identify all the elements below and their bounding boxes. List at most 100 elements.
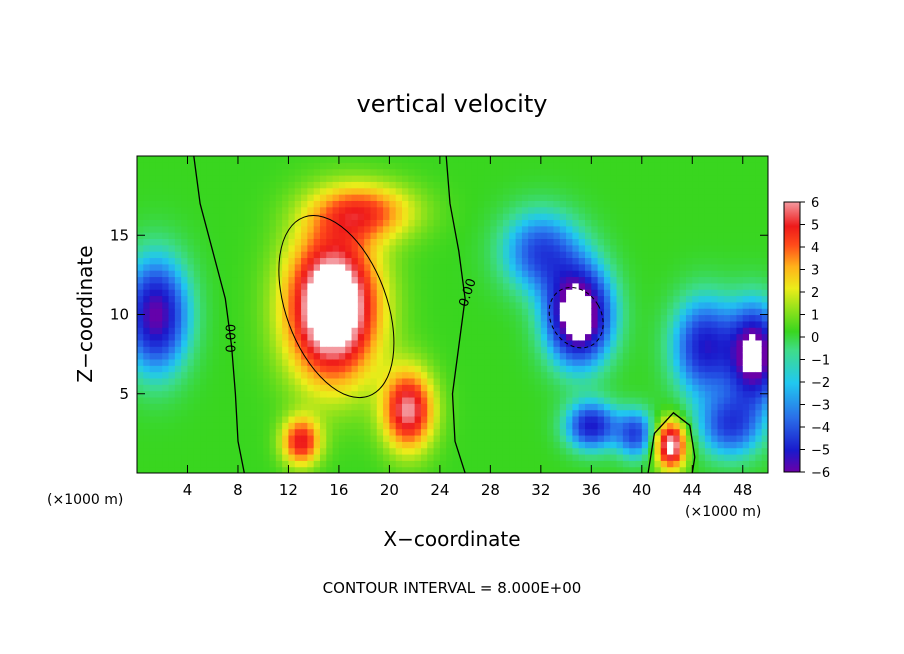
field-cell xyxy=(250,270,258,278)
field-cell xyxy=(654,371,662,379)
field-cell xyxy=(389,308,397,316)
field-cell xyxy=(174,339,182,347)
field-cell xyxy=(679,206,687,214)
field-cell xyxy=(591,460,599,468)
field-cell xyxy=(673,365,681,373)
field-cell xyxy=(521,428,529,436)
field-cell xyxy=(685,428,693,436)
field-cell xyxy=(155,428,163,436)
field-cell xyxy=(704,232,712,240)
field-cell xyxy=(452,168,460,176)
field-cell xyxy=(200,282,208,290)
field-cell xyxy=(357,428,365,436)
field-cell xyxy=(200,333,208,341)
field-cell xyxy=(427,371,435,379)
field-cell xyxy=(439,225,447,233)
field-cell xyxy=(484,276,491,284)
field-cell xyxy=(370,270,378,278)
field-cell xyxy=(502,200,510,208)
field-cell xyxy=(692,428,700,436)
field-cell xyxy=(263,396,271,404)
field-cell xyxy=(736,320,744,328)
field-cell xyxy=(572,213,580,220)
field-cell xyxy=(585,194,592,201)
field-cell xyxy=(572,282,580,290)
field-cell xyxy=(477,232,485,240)
field-cell xyxy=(408,200,416,208)
field-cell xyxy=(294,346,302,354)
field-cell xyxy=(376,206,384,214)
field-cell xyxy=(685,377,693,385)
field-cell xyxy=(250,244,258,252)
field-cell xyxy=(162,225,170,233)
field-cell xyxy=(282,333,290,341)
field-cell xyxy=(465,219,473,227)
field-cell xyxy=(597,320,605,328)
field-cell xyxy=(326,384,334,392)
field-cell xyxy=(553,225,561,233)
field-cell xyxy=(137,346,144,354)
field-cell xyxy=(181,396,189,404)
field-cell xyxy=(433,276,441,284)
field-cell xyxy=(679,232,687,240)
field-cell xyxy=(667,396,674,404)
field-cell xyxy=(326,219,334,227)
field-cell xyxy=(294,213,302,220)
field-cell xyxy=(319,396,327,404)
field-cell xyxy=(711,460,719,468)
field-cell xyxy=(357,384,365,392)
field-cell xyxy=(225,371,233,379)
field-cell xyxy=(654,409,662,417)
field-cell xyxy=(761,327,768,335)
field-cell xyxy=(326,162,334,170)
field-cell xyxy=(155,181,163,189)
field-cell xyxy=(484,187,491,195)
field-cell xyxy=(174,377,182,385)
field-cell xyxy=(484,390,491,398)
field-cell xyxy=(225,422,233,430)
field-cell xyxy=(578,162,586,170)
field-cell xyxy=(200,358,208,366)
field-cell xyxy=(162,358,170,366)
field-cell xyxy=(364,403,372,411)
field-cell xyxy=(736,263,744,271)
field-cell xyxy=(219,168,226,176)
field-cell xyxy=(244,371,252,379)
field-cell xyxy=(629,225,637,233)
field-cell xyxy=(187,206,195,214)
field-cell xyxy=(635,238,643,246)
field-cell xyxy=(219,377,226,385)
field-cell xyxy=(755,453,763,461)
field-cell xyxy=(357,422,365,430)
field-cell xyxy=(654,244,662,252)
field-cell xyxy=(288,289,296,297)
field-cell xyxy=(162,244,170,252)
field-cell xyxy=(667,301,674,309)
field-cell xyxy=(559,453,567,461)
field-cell xyxy=(585,295,592,303)
field-cell xyxy=(181,225,189,233)
field-cell xyxy=(155,384,163,392)
field-cell xyxy=(547,270,555,278)
field-cell xyxy=(244,175,252,182)
field-cell xyxy=(187,162,195,170)
field-cell xyxy=(610,460,618,468)
field-cell xyxy=(629,371,637,379)
field-cell xyxy=(319,244,327,252)
field-cell xyxy=(174,251,182,259)
field-cell xyxy=(275,396,283,404)
field-cell xyxy=(269,175,277,182)
field-cell xyxy=(521,346,529,354)
field-cell xyxy=(301,453,308,461)
field-cell xyxy=(534,213,542,220)
field-cell xyxy=(648,168,656,176)
field-cell xyxy=(496,371,504,379)
field-cell xyxy=(420,168,428,176)
field-cell xyxy=(610,187,618,195)
field-cell xyxy=(471,346,479,354)
field-cell xyxy=(143,175,151,182)
field-cell xyxy=(635,409,643,417)
field-cell xyxy=(256,441,264,449)
field-cell xyxy=(749,422,756,430)
field-cell xyxy=(389,225,397,233)
